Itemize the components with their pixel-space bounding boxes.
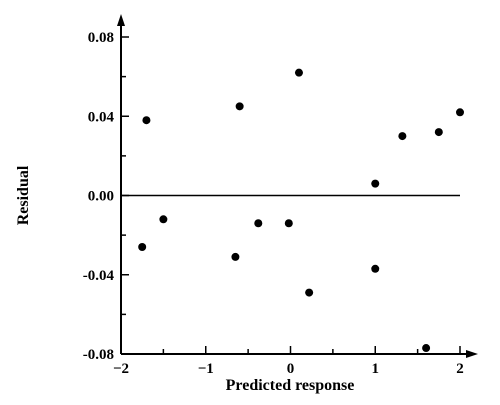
data-point — [305, 288, 314, 297]
y-tick-label: 0.08 — [88, 30, 114, 46]
data-points — [138, 68, 464, 353]
data-point — [456, 108, 464, 117]
x-ticks: −2 −1 0 1 2 — [113, 346, 464, 377]
x-tick-label: 1 — [372, 361, 380, 377]
x-tick-label: 0 — [287, 361, 295, 377]
data-point — [422, 344, 431, 353]
data-point — [294, 68, 303, 77]
data-point — [398, 132, 407, 141]
data-point — [434, 128, 443, 137]
y-tick-label: 0.04 — [88, 109, 115, 125]
data-point — [142, 116, 151, 125]
y-tick-label: 0.00 — [88, 189, 114, 205]
axes — [117, 14, 478, 358]
data-point — [371, 264, 380, 273]
y-tick-label: -0.04 — [83, 268, 115, 284]
data-point — [254, 219, 263, 228]
x-axis-arrow — [466, 350, 478, 358]
data-point — [371, 179, 380, 188]
x-tick-label: 2 — [456, 361, 464, 377]
x-tick-label: −1 — [198, 361, 214, 377]
y-tick-label: -0.08 — [83, 347, 114, 363]
data-point — [138, 243, 147, 252]
y-axis-arrow — [117, 14, 125, 26]
y-axis-title: Residual — [15, 165, 32, 225]
x-tick-label: −2 — [113, 361, 129, 377]
y-ticks: 0.08 0.04 0.00 -0.04 -0.08 — [83, 30, 129, 363]
data-point — [235, 102, 244, 111]
x-axis-title: Predicted response — [226, 377, 355, 394]
data-point — [159, 215, 168, 224]
data-point — [284, 219, 293, 228]
data-point — [231, 252, 240, 261]
